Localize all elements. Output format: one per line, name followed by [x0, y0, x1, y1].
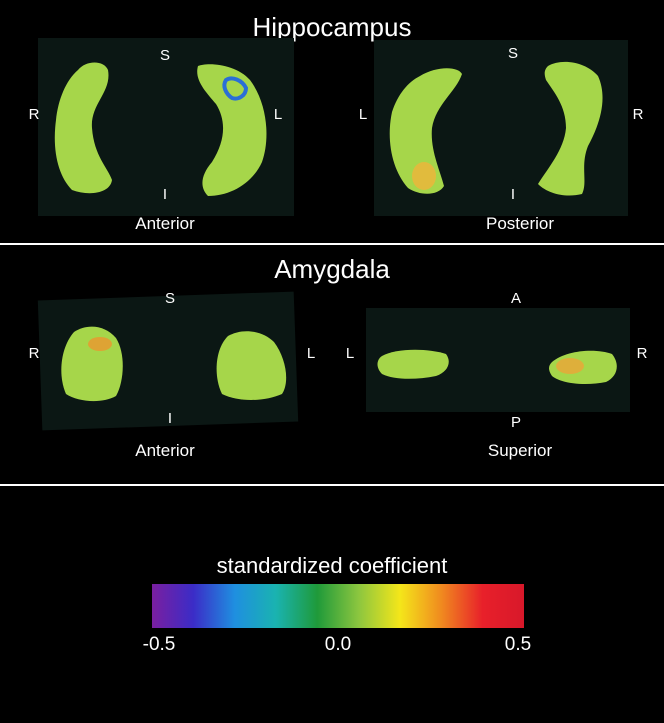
hippocampus-posterior-left-shape: [389, 68, 462, 194]
amygdala-title: Amygdala: [274, 254, 390, 284]
hippocampus-posterior-right-label: R: [632, 106, 644, 123]
hippocampus-posterior-view-label: Posterior: [485, 214, 555, 233]
hippocampus-anterior-bottom-label: I: [162, 186, 168, 203]
hippocampus-renderings: [54, 61, 603, 196]
amygdala-anterior-right-label: L: [306, 345, 316, 362]
hippocampus-title: Hippocampus: [252, 12, 412, 42]
amygdala-superior-positive-cluster: [556, 358, 584, 374]
hippocampus-posterior-top-label: S: [507, 45, 518, 62]
hippocampus-posterior-left-label: L: [358, 106, 368, 123]
hippocampus-negative-cluster: [222, 76, 249, 101]
colorbar-mid-label: 0.0: [324, 634, 352, 655]
amygdala-anterior-bottom-label: I: [167, 410, 173, 427]
amygdala-anterior-positive-cluster: [88, 337, 112, 351]
amygdala-superior-left-label: L: [345, 345, 355, 362]
divider-bottom: [0, 484, 664, 486]
colorbar-max-label: 0.5: [504, 634, 532, 655]
hippocampus-anterior-top-label: S: [159, 47, 170, 64]
amygdala-anterior-right-shape: [61, 326, 123, 402]
amygdala-anterior-top-label: S: [164, 290, 175, 307]
hippocampus-anterior-right-label: L: [273, 106, 283, 123]
hippocampus-anterior-view-label: Anterior: [135, 214, 195, 233]
colorbar-min-label: -0.5: [142, 634, 176, 655]
hippocampus-posterior-right-shape: [538, 61, 603, 196]
hippocampus-anterior-right-shape: [54, 62, 112, 194]
divider-top: [0, 243, 664, 245]
amygdala-renderings: [61, 326, 617, 402]
hippocampus-anterior-left-shape: [197, 64, 267, 196]
amygdala-anterior-left-shape: [216, 331, 287, 400]
hippocampus-positive-cluster: [412, 162, 436, 190]
hippocampus-posterior-bottom-label: I: [510, 186, 516, 203]
amygdala-anterior-view-label: Anterior: [135, 441, 195, 460]
amygdala-superior-top-label: A: [510, 290, 521, 307]
hippocampus-anterior-left-label: R: [28, 106, 40, 123]
colorbar-gradient: [152, 584, 524, 628]
amygdala-superior-bottom-label: P: [510, 414, 521, 431]
amygdala-superior-right-label: R: [636, 345, 648, 362]
colorbar-title: standardized coefficient: [216, 553, 448, 578]
amygdala-anterior-left-label: R: [28, 345, 40, 362]
amygdala-superior-view-label: Superior: [487, 441, 553, 460]
amygdala-superior-left-shape: [377, 349, 449, 379]
